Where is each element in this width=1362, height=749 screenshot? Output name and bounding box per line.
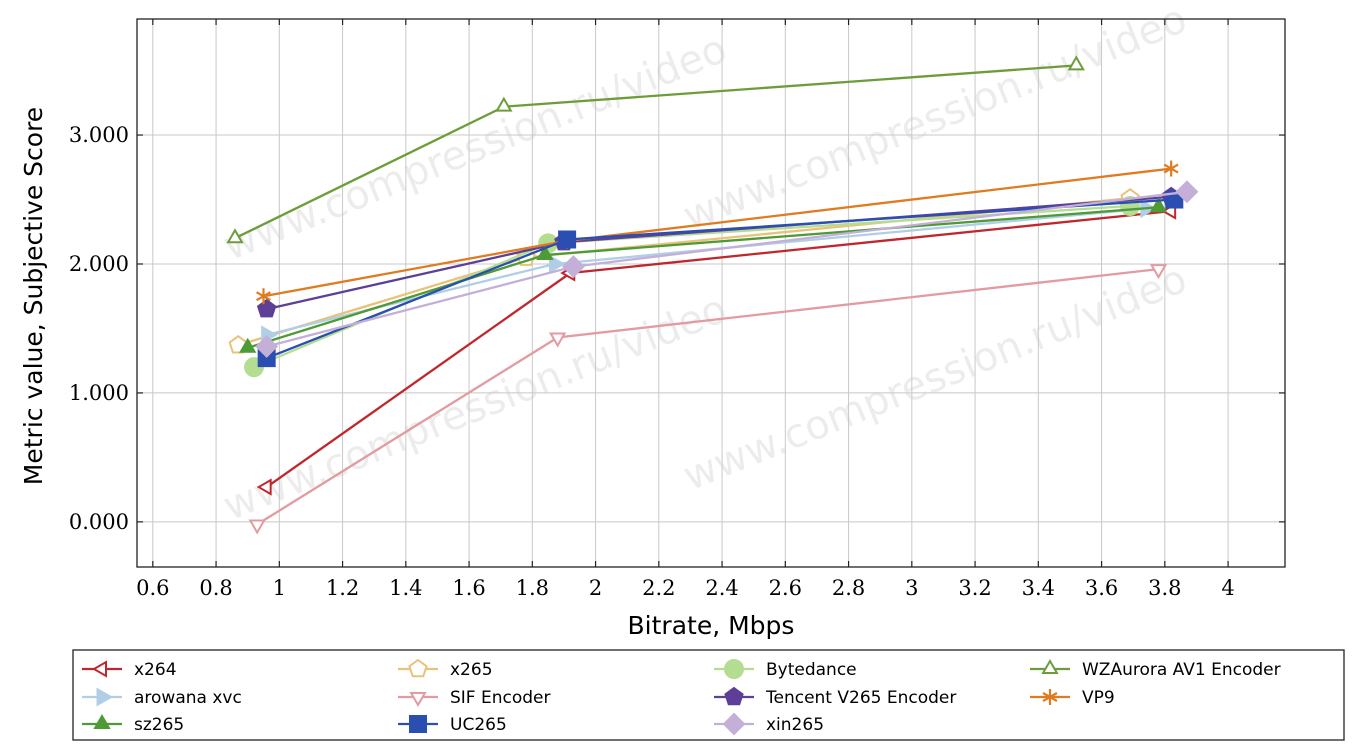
legend-label: UC265 xyxy=(450,715,507,735)
legend-label: x265 xyxy=(450,660,493,680)
data-point xyxy=(226,228,244,244)
tick-layer: 0.6 0.8 1 1.2 1.4 1.6 1.8 2 2.2 2.4 2.6 2.8 3 3.2 3.4 3… xyxy=(69,19,1285,600)
legend-label: xin265 xyxy=(766,715,824,735)
legend-marker xyxy=(409,715,427,733)
y-tick-label: 3.000 xyxy=(69,123,129,147)
x-tick-label: 2.2 xyxy=(642,576,675,600)
data-point xyxy=(548,332,567,348)
data-point xyxy=(1175,180,1199,204)
legend-label: x264 xyxy=(134,660,177,680)
data-point xyxy=(1067,55,1085,71)
data-point xyxy=(1165,190,1184,209)
x-tick-label: 1.8 xyxy=(516,576,549,600)
legend-marker xyxy=(409,692,427,707)
legend-label: SIF Encoder xyxy=(450,688,551,708)
data-point xyxy=(562,255,585,278)
data-point xyxy=(239,337,257,353)
legend-item: x265 xyxy=(398,658,493,680)
plot-frame xyxy=(136,18,1286,568)
x-tick-label: 3.4 xyxy=(1022,576,1055,600)
asterisk-stroke xyxy=(1042,692,1058,702)
data-point xyxy=(558,230,577,249)
legend-marker xyxy=(724,686,744,706)
watermark-text: www.compression.ru/video xyxy=(677,256,1193,500)
legend-label: WZAurora AV1 Encoder xyxy=(1082,660,1281,680)
legend-marker xyxy=(96,687,114,707)
data-point xyxy=(548,254,566,274)
x-tick-label: 3.2 xyxy=(958,576,991,600)
data-point xyxy=(1149,197,1168,213)
legend-marker xyxy=(93,714,111,729)
x-tick-label: 2.8 xyxy=(832,576,865,600)
legend-item: VP9 xyxy=(1030,688,1115,708)
data-point xyxy=(495,96,513,112)
asterisk-stroke xyxy=(1163,163,1179,174)
series-sif-encoder xyxy=(248,264,1168,535)
data-point xyxy=(536,244,554,260)
legend: x264 x265 Bytedance WZAurora AV1 Encoder aro… xyxy=(82,658,1281,736)
data-point xyxy=(1149,264,1168,280)
legend-label: arowana xvc xyxy=(134,688,242,708)
data-point xyxy=(256,478,272,496)
series-layer xyxy=(226,55,1199,535)
x-tick-label: 2 xyxy=(589,576,602,600)
x-tick-label: 1.2 xyxy=(326,576,359,600)
x-tick-label: 1.4 xyxy=(389,576,422,600)
y-tick-label: 1.000 xyxy=(69,381,129,405)
legend-item: UC265 xyxy=(398,715,507,735)
x-axis-title: Bitrate, Mbps xyxy=(628,611,795,640)
x-tick-label: 2.6 xyxy=(769,576,802,600)
x-tick-label: 3 xyxy=(905,576,918,600)
legend-marker xyxy=(92,660,107,678)
legend-marker xyxy=(1042,689,1058,705)
legend-label: Tencent V265 Encoder xyxy=(765,688,956,708)
x-tick-label: 3.6 xyxy=(1085,576,1118,600)
legend-item: Bytedance xyxy=(714,659,857,680)
legend-label: Bytedance xyxy=(766,660,857,680)
watermark-layer: www.compression.ru/videowww.compression.… xyxy=(217,0,1193,530)
legend-item: Tencent V265 Encoder xyxy=(714,686,956,708)
series-wzaurora-av1-encoder xyxy=(226,55,1085,244)
y-axis-title: Metric value, Subjective Score xyxy=(19,107,48,485)
legend-item: xin265 xyxy=(714,712,824,736)
series-xin265 xyxy=(255,180,1199,358)
legend-item: WZAurora AV1 Encoder xyxy=(1030,659,1281,680)
x-tick-label: 0.8 xyxy=(199,576,232,600)
legend-item: arowana xvc xyxy=(82,687,242,708)
legend-marker xyxy=(722,712,746,736)
watermark-text: www.compression.ru/video xyxy=(217,286,733,530)
series-sz265 xyxy=(239,197,1168,353)
legend-item: x264 xyxy=(82,660,177,680)
x-tick-label: 3.8 xyxy=(1148,576,1181,600)
grid-layer xyxy=(137,19,1285,567)
y-tick-label: 2.000 xyxy=(69,252,129,276)
legend-label: sz265 xyxy=(134,715,184,735)
x-tick-label: 4 xyxy=(1221,576,1234,600)
data-point xyxy=(1163,160,1179,177)
y-tick-label: 0.000 xyxy=(69,510,129,534)
x-tick-label: 1 xyxy=(273,576,286,600)
legend-item: SIF Encoder xyxy=(398,688,551,708)
x-tick-label: 1.6 xyxy=(452,576,485,600)
legend-marker xyxy=(1041,659,1059,674)
legend-marker xyxy=(724,659,744,679)
asterisk-stroke xyxy=(256,291,271,302)
legend-item: sz265 xyxy=(82,714,184,735)
x-tick-label: 2.4 xyxy=(705,576,738,600)
series-uc265 xyxy=(257,190,1184,368)
data-point xyxy=(256,288,271,305)
data-point xyxy=(255,335,279,358)
legend-marker xyxy=(408,658,428,678)
x-tick-label: 0.6 xyxy=(136,576,169,600)
legend-label: VP9 xyxy=(1082,688,1115,708)
data-point xyxy=(248,519,266,535)
data-point xyxy=(256,298,277,318)
legend-box xyxy=(72,649,1345,741)
